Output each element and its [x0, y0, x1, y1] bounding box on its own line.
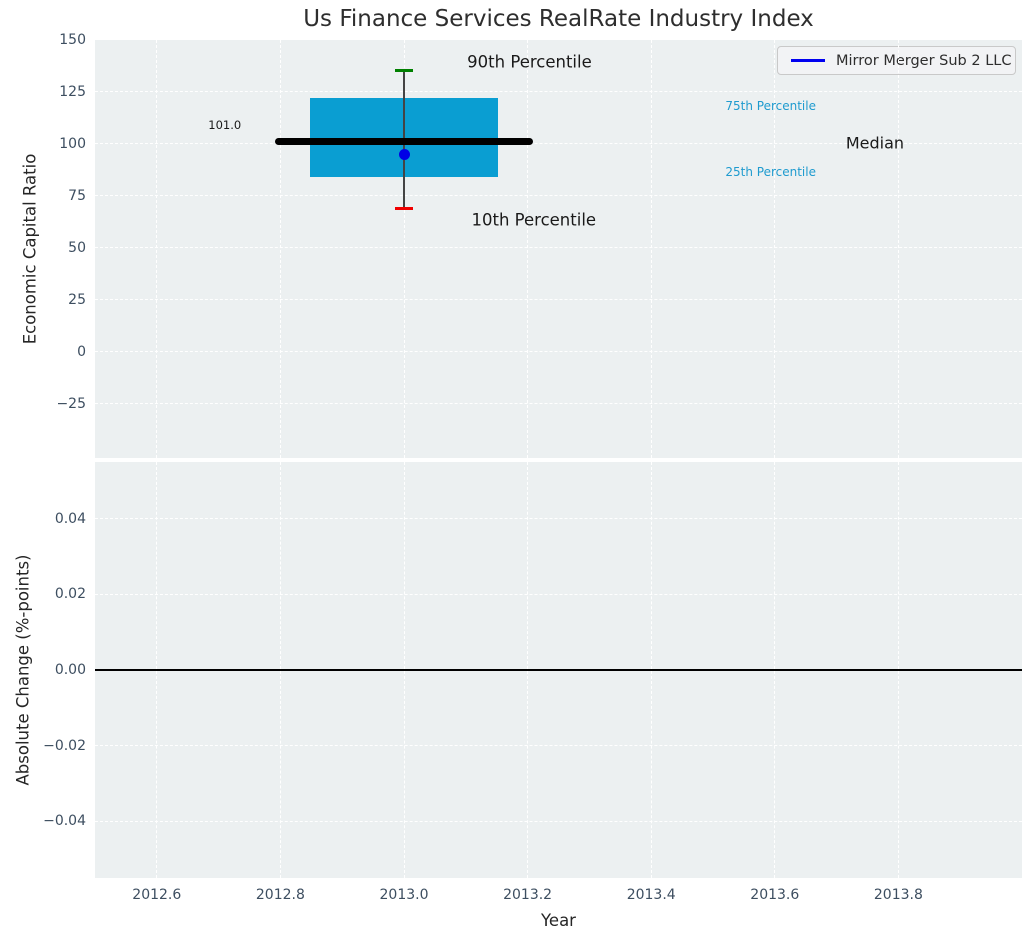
y-tick-label-bottom: 0.04: [54, 510, 86, 527]
legend: Mirror Merger Sub 2 LLC: [777, 46, 1016, 75]
y-tick-label-top: 100: [59, 135, 86, 152]
annotation-101-0: 101.0: [208, 118, 242, 133]
y-tick-label-top: 125: [59, 83, 86, 100]
x-tick-label: 2013.4: [626, 887, 676, 903]
economic-capital-ratio-panel: [95, 40, 1022, 458]
company-value-dot: [398, 148, 410, 160]
chart-title: Us Finance Services RealRate Industry In…: [303, 6, 814, 32]
x-tick-label: 2013.6: [750, 887, 800, 903]
legend-label: Mirror Merger Sub 2 LLC: [836, 52, 1012, 69]
p10-cap: [394, 206, 414, 210]
y-tick-label-bottom: 0.02: [54, 586, 86, 603]
annotation-90th-percentile: 90th Percentile: [467, 52, 592, 72]
x-tick-label: 2013.8: [873, 887, 923, 903]
x-tick-label: 2012.8: [255, 887, 305, 903]
annotation-median: Median: [845, 133, 905, 153]
x-tick-label: 2013.0: [379, 887, 429, 903]
annotation-10th-percentile: 10th Percentile: [471, 210, 597, 230]
x-tick-label: 2013.2: [503, 887, 553, 903]
annotation-25th-percentile: 25th Percentile: [725, 165, 816, 180]
y-tick-label-top: 75: [68, 187, 86, 204]
legend-line-sample: [791, 59, 825, 62]
y-tick-label-bottom: −0.04: [43, 813, 86, 830]
y-tick-label-top: 50: [68, 239, 86, 256]
y-tick-label-top: −25: [56, 395, 86, 412]
y-tick-label-top: 0: [77, 343, 86, 360]
y-tick-label-top: 150: [59, 32, 86, 48]
p90-cap: [394, 68, 414, 72]
median-line: [275, 138, 533, 146]
zero-line: [95, 669, 1022, 671]
y-tick-label-bottom: −0.02: [43, 737, 86, 754]
y-tick-label-top: 25: [68, 291, 86, 308]
annotation-75th-percentile: 75th Percentile: [725, 98, 816, 113]
x-axis-label-year: Year: [541, 911, 576, 930]
y-tick-label-bottom: 0.00: [54, 662, 86, 678]
x-tick-label: 2012.6: [132, 887, 182, 903]
